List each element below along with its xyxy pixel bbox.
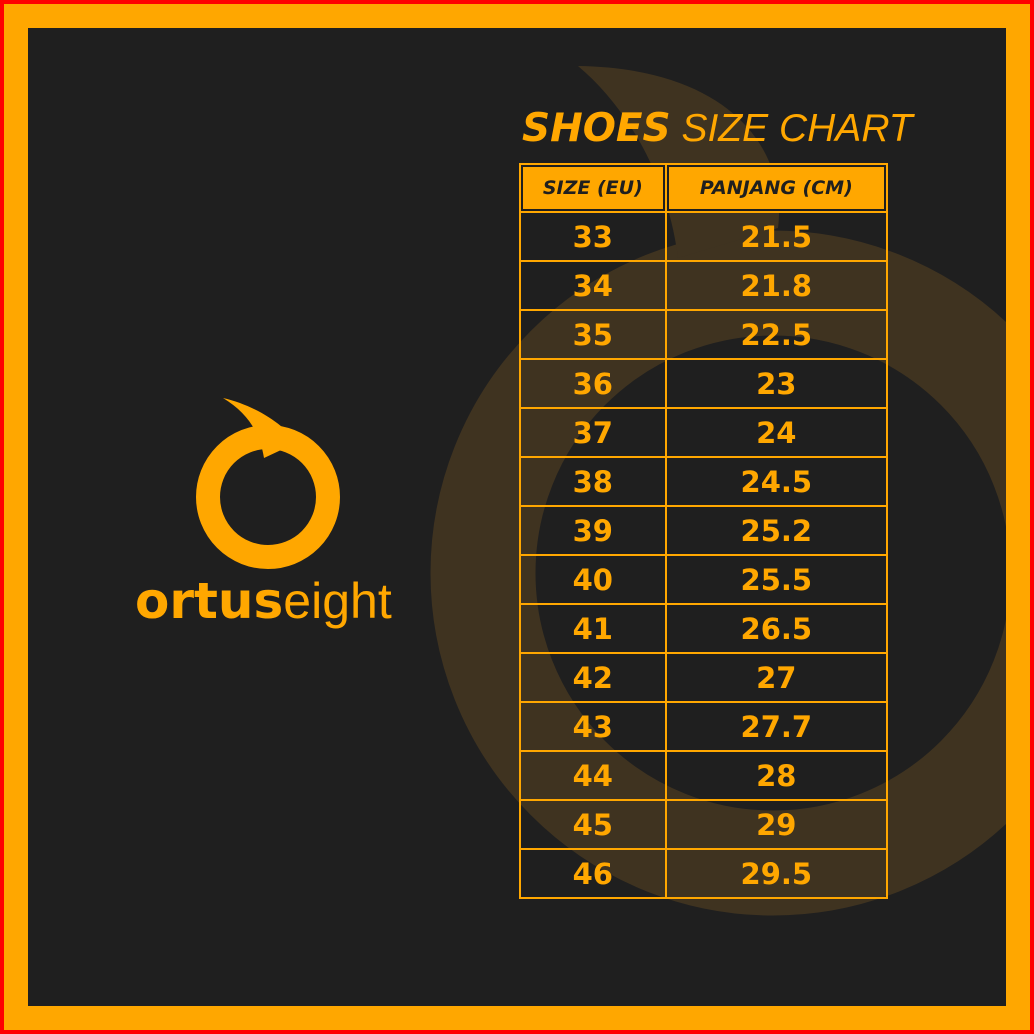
length-cell: 23: [664, 358, 889, 409]
size-cell: 42: [519, 652, 667, 703]
table-row: 43 27.7: [519, 701, 889, 752]
length-cell: 24.5: [664, 456, 889, 507]
table-row: 34 21.8: [519, 260, 889, 311]
table-row: 38 24.5: [519, 456, 889, 507]
length-cell: 21.8: [664, 260, 889, 311]
length-cell: 29: [664, 799, 889, 850]
size-cell: 34: [519, 260, 667, 311]
length-cell: 29.5: [664, 848, 889, 899]
table-row: 45 29: [519, 799, 889, 850]
header-length: PANJANG (CM): [664, 163, 889, 213]
size-cell: 39: [519, 505, 667, 556]
size-cell: 38: [519, 456, 667, 507]
table-row: 41 26.5: [519, 603, 889, 654]
title-bold: SHOES: [522, 106, 671, 151]
length-cell: 22.5: [664, 309, 889, 360]
size-cell: 36: [519, 358, 667, 409]
length-cell: 21.5: [664, 211, 889, 262]
table-row: 36 23: [519, 358, 889, 409]
length-cell: 25.2: [664, 505, 889, 556]
size-cell: 45: [519, 799, 667, 850]
length-cell: 27: [664, 652, 889, 703]
header-size: SIZE (EU): [519, 163, 667, 213]
title-light: SIZE CHART: [670, 107, 913, 150]
table-row: 39 25.2: [519, 505, 889, 556]
table-row: 35 22.5: [519, 309, 889, 360]
size-cell: 35: [519, 309, 667, 360]
ortuseight-logo-icon: [196, 398, 340, 569]
table-row: 40 25.5: [519, 554, 889, 605]
size-cell: 43: [519, 701, 667, 752]
length-cell: 28: [664, 750, 889, 801]
table-row: 46 29.5: [519, 848, 889, 899]
page-title: SHOES SIZE CHART: [522, 106, 913, 151]
table-header-row: SIZE (EU) PANJANG (CM): [519, 163, 889, 213]
table-row: 33 21.5: [519, 211, 889, 262]
length-cell: 25.5: [664, 554, 889, 605]
size-cell: 33: [519, 211, 667, 262]
size-cell: 44: [519, 750, 667, 801]
size-cell: 41: [519, 603, 667, 654]
size-table: SIZE (EU) PANJANG (CM) 33 21.5 34 21.8 35 22.…: [519, 163, 889, 899]
brand-name-bold: ortus: [135, 572, 284, 630]
length-cell: 26.5: [664, 603, 889, 654]
size-cell: 37: [519, 407, 667, 458]
table-row: 42 27: [519, 652, 889, 703]
length-cell: 27.7: [664, 701, 889, 752]
brand-wordmark: ortuseight: [135, 572, 392, 630]
brand-name-light: eight: [283, 573, 392, 629]
length-cell: 24: [664, 407, 889, 458]
table-row: 44 28: [519, 750, 889, 801]
size-cell: 46: [519, 848, 667, 899]
size-cell: 40: [519, 554, 667, 605]
table-row: 37 24: [519, 407, 889, 458]
